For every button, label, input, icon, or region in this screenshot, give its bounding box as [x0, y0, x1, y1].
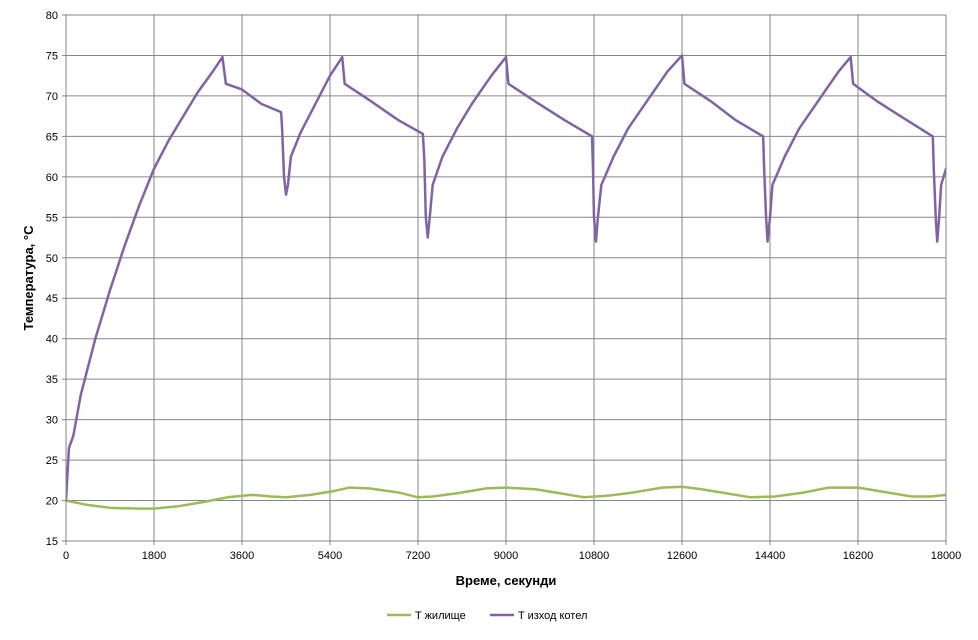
tick-layer: 15 20 25 30 35 40 45 50 55 60 65 70 75 80 0 1800 3600 540… — [46, 10, 962, 562]
x-tick-label: 3600 — [230, 550, 254, 562]
x-tick-label: 1800 — [142, 550, 166, 562]
y-tick-label: 15 — [46, 536, 58, 548]
legend: T жилище T изход котел — [387, 610, 587, 622]
y-tick-label: 40 — [46, 334, 58, 346]
y-tick-label: 20 — [46, 496, 58, 508]
y-tick-label: 45 — [46, 293, 58, 305]
y-tick-label: 80 — [46, 10, 58, 22]
y-tick-label: 70 — [46, 91, 58, 103]
legend-label-0: T жилище — [415, 610, 466, 622]
x-tick-label: 10800 — [579, 550, 610, 562]
y-tick-label: 55 — [46, 212, 58, 224]
y-tick-label: 30 — [46, 415, 58, 427]
x-tick-label: 9000 — [494, 550, 518, 562]
x-tick-label: 7200 — [406, 550, 430, 562]
y-axis-title: Температура, °C — [21, 225, 36, 331]
y-tick-label: 50 — [46, 253, 58, 265]
y-tick-label: 35 — [46, 374, 58, 386]
y-tick-label: 60 — [46, 172, 58, 184]
x-tick-label: 18000 — [931, 550, 962, 562]
legend-label-1: T изход котел — [518, 610, 587, 622]
y-tick-label: 75 — [46, 50, 58, 62]
series-line-1 — [66, 54, 946, 502]
x-tick-label: 16200 — [843, 550, 874, 562]
series-line-0 — [66, 485, 946, 510]
series-layer — [66, 54, 946, 510]
x-axis-title: Време, секунди — [456, 573, 557, 588]
y-tick-label: 25 — [46, 455, 58, 467]
y-tick-label: 65 — [46, 131, 58, 143]
x-tick-label: 14400 — [755, 550, 786, 562]
x-tick-label: 0 — [63, 550, 69, 562]
x-tick-label: 12600 — [667, 550, 698, 562]
x-tick-label: 5400 — [318, 550, 342, 562]
